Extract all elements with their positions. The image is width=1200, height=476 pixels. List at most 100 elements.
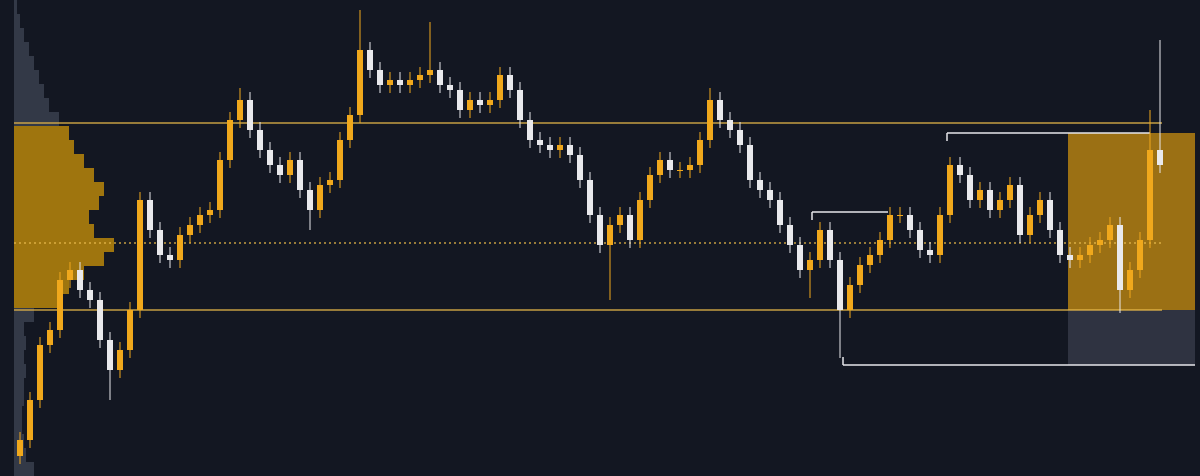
candle-body bbox=[27, 400, 33, 440]
candle-body bbox=[687, 165, 693, 170]
candle-body bbox=[897, 215, 903, 216]
candle-body bbox=[357, 50, 363, 115]
candle-body bbox=[137, 200, 143, 310]
candle-body bbox=[277, 165, 283, 175]
candle-body bbox=[447, 85, 453, 90]
profile-bar bbox=[14, 462, 34, 476]
candle-body bbox=[887, 215, 893, 240]
candle-body bbox=[307, 190, 313, 210]
candle-body bbox=[327, 180, 333, 185]
candle-body bbox=[657, 160, 663, 175]
candle-body bbox=[377, 70, 383, 85]
zone bbox=[1068, 310, 1195, 365]
candle-body bbox=[407, 80, 413, 85]
candle-body bbox=[937, 215, 943, 255]
candle-body bbox=[1067, 255, 1073, 260]
candle-body bbox=[597, 215, 603, 245]
profile-bar bbox=[14, 168, 94, 182]
candle-body bbox=[147, 200, 153, 230]
candle-body bbox=[797, 245, 803, 270]
candle-body bbox=[317, 185, 323, 210]
profile-bar bbox=[14, 280, 69, 294]
candle-body bbox=[987, 190, 993, 210]
candle-body bbox=[647, 175, 653, 200]
profile-bar bbox=[14, 322, 24, 336]
candle-body bbox=[697, 140, 703, 165]
candle-body bbox=[47, 330, 53, 345]
candle-body bbox=[777, 200, 783, 225]
candle-body bbox=[857, 265, 863, 285]
candle-body bbox=[627, 215, 633, 240]
candle-body bbox=[157, 230, 163, 255]
profile-bar bbox=[14, 112, 59, 126]
candle-body bbox=[767, 190, 773, 200]
profile-bar bbox=[14, 182, 104, 196]
profile-bar bbox=[14, 56, 34, 70]
candle-body bbox=[117, 350, 123, 370]
candle-body bbox=[1147, 150, 1153, 240]
candle-body bbox=[257, 130, 263, 150]
candle-body bbox=[1007, 185, 1013, 200]
candle-body bbox=[1047, 200, 1053, 230]
candle-body bbox=[387, 80, 393, 85]
profile-bar bbox=[14, 350, 24, 364]
profile-bar bbox=[14, 196, 99, 210]
candle-body bbox=[337, 140, 343, 180]
candle-body bbox=[297, 160, 303, 190]
profile-bar bbox=[14, 294, 59, 308]
candle-body bbox=[497, 75, 503, 100]
candle-body bbox=[37, 345, 43, 400]
candle-body bbox=[187, 225, 193, 235]
candle-body bbox=[227, 120, 233, 160]
profile-bar bbox=[14, 154, 84, 168]
candle-body bbox=[827, 230, 833, 260]
candle-body bbox=[737, 130, 743, 145]
candle-body bbox=[267, 150, 273, 165]
profile-bar bbox=[14, 210, 89, 224]
profile-bar bbox=[14, 420, 22, 434]
candle-body bbox=[1117, 225, 1123, 290]
profile-bar bbox=[14, 70, 39, 84]
profile-bar bbox=[14, 98, 49, 112]
candle-body bbox=[587, 180, 593, 215]
candle-body bbox=[427, 70, 433, 75]
candle-body bbox=[1037, 200, 1043, 215]
candle-body bbox=[437, 70, 443, 85]
candle-body bbox=[667, 160, 673, 170]
candle-body bbox=[1157, 150, 1163, 165]
candle-body bbox=[527, 120, 533, 140]
candle-body bbox=[537, 140, 543, 145]
candle-body bbox=[637, 200, 643, 240]
candle-body bbox=[347, 115, 353, 140]
candle-body bbox=[677, 170, 683, 171]
profile-bar bbox=[14, 392, 24, 406]
profile-bar bbox=[14, 14, 20, 28]
candle-body bbox=[97, 300, 103, 340]
candle-body bbox=[907, 215, 913, 230]
candle-body bbox=[217, 160, 223, 210]
candle-body bbox=[1107, 225, 1113, 240]
candle-body bbox=[1027, 215, 1033, 235]
candle-body bbox=[557, 145, 563, 150]
candle-body bbox=[177, 235, 183, 260]
candle-body bbox=[417, 75, 423, 80]
candle-body bbox=[1077, 255, 1083, 260]
candle-body bbox=[57, 280, 63, 330]
candle-body bbox=[17, 440, 23, 456]
candle-body bbox=[1127, 270, 1133, 290]
candle-body bbox=[977, 190, 983, 200]
candle-body bbox=[817, 230, 823, 260]
candle-body bbox=[207, 210, 213, 215]
candle-body bbox=[607, 225, 613, 245]
candle-body bbox=[1017, 185, 1023, 235]
candle-body bbox=[787, 225, 793, 245]
profile-bar bbox=[14, 28, 24, 42]
candle-body bbox=[877, 240, 883, 255]
candle-body bbox=[617, 215, 623, 225]
candle-body bbox=[77, 270, 83, 290]
candle-body bbox=[1137, 240, 1143, 270]
candle-body bbox=[747, 145, 753, 180]
candle-body bbox=[727, 120, 733, 130]
candle-body bbox=[67, 270, 73, 280]
candle-body bbox=[847, 285, 853, 310]
